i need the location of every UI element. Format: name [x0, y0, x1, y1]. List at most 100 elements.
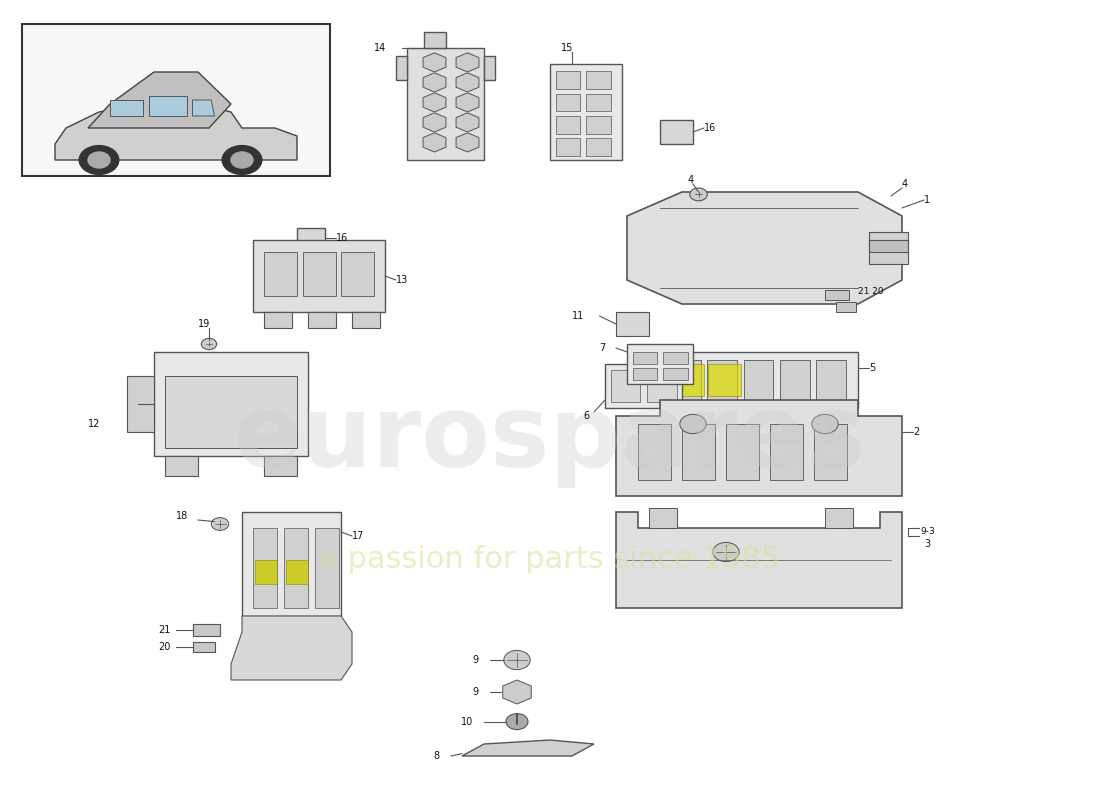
Text: eurospares: eurospares: [234, 391, 866, 489]
Bar: [264, 456, 297, 476]
Text: 11: 11: [572, 311, 584, 321]
Bar: [632, 368, 657, 380]
Bar: [424, 32, 446, 48]
Bar: [825, 290, 849, 300]
Bar: [647, 370, 676, 402]
Bar: [708, 364, 741, 396]
Text: 15: 15: [561, 43, 573, 53]
Text: 7: 7: [600, 343, 606, 353]
Circle shape: [211, 518, 229, 530]
Circle shape: [812, 414, 838, 434]
Bar: [660, 120, 693, 144]
Text: 8: 8: [433, 751, 440, 761]
Bar: [407, 48, 484, 160]
Bar: [638, 424, 671, 480]
Text: 6: 6: [583, 411, 590, 421]
Polygon shape: [110, 100, 143, 116]
Polygon shape: [616, 400, 902, 496]
Text: 16: 16: [704, 123, 716, 133]
Text: 10: 10: [461, 717, 473, 726]
Bar: [165, 456, 198, 476]
Bar: [556, 71, 580, 89]
Bar: [627, 344, 693, 384]
Circle shape: [690, 188, 707, 201]
Text: 4: 4: [688, 175, 694, 185]
Polygon shape: [55, 104, 297, 160]
Bar: [286, 560, 308, 584]
Text: 18: 18: [176, 511, 188, 521]
Bar: [165, 376, 297, 448]
Text: 12: 12: [88, 419, 100, 429]
Text: 1: 1: [924, 195, 931, 205]
Bar: [586, 71, 611, 89]
Bar: [556, 138, 580, 156]
Bar: [869, 232, 907, 264]
Bar: [780, 360, 810, 400]
Polygon shape: [462, 740, 594, 756]
Circle shape: [680, 414, 706, 434]
Circle shape: [231, 152, 253, 168]
Bar: [836, 302, 856, 312]
Text: 2: 2: [913, 427, 920, 437]
Text: 16: 16: [336, 234, 348, 243]
Bar: [484, 56, 495, 80]
Circle shape: [713, 542, 739, 562]
Bar: [726, 424, 759, 480]
Text: 5: 5: [869, 363, 876, 373]
Polygon shape: [88, 72, 231, 128]
Bar: [610, 370, 640, 402]
Text: 9: 9: [472, 687, 478, 697]
Bar: [154, 352, 308, 456]
Bar: [660, 352, 858, 408]
Bar: [242, 512, 341, 616]
Text: 17: 17: [352, 531, 364, 541]
Bar: [302, 252, 336, 296]
Text: 13: 13: [396, 275, 408, 285]
Bar: [770, 424, 803, 480]
Bar: [315, 528, 339, 608]
Polygon shape: [231, 616, 352, 680]
Bar: [253, 528, 277, 608]
Bar: [556, 116, 580, 134]
Bar: [586, 94, 611, 111]
Text: a passion for parts since 1985: a passion for parts since 1985: [319, 546, 781, 574]
Bar: [253, 240, 385, 312]
Bar: [825, 508, 852, 528]
Bar: [663, 352, 688, 364]
Text: 9-3: 9-3: [921, 527, 935, 537]
Circle shape: [506, 714, 528, 730]
Bar: [671, 360, 701, 400]
Bar: [255, 560, 277, 584]
Bar: [284, 528, 308, 608]
Bar: [297, 228, 324, 248]
Bar: [192, 642, 215, 652]
Polygon shape: [616, 512, 902, 608]
Circle shape: [79, 146, 119, 174]
Bar: [192, 624, 220, 636]
Bar: [663, 368, 688, 380]
Bar: [816, 360, 846, 400]
Polygon shape: [148, 96, 187, 116]
Bar: [586, 116, 611, 134]
Text: 14: 14: [374, 43, 386, 53]
Text: 9: 9: [472, 655, 478, 665]
Bar: [649, 508, 676, 528]
Bar: [682, 424, 715, 480]
Text: 21: 21: [158, 626, 170, 635]
Bar: [869, 240, 907, 252]
Text: 19: 19: [198, 319, 210, 329]
Bar: [671, 364, 704, 396]
FancyBboxPatch shape: [22, 24, 330, 176]
Bar: [586, 138, 611, 156]
Bar: [744, 360, 773, 400]
Text: 3: 3: [924, 539, 931, 549]
Bar: [616, 312, 649, 336]
Text: 20: 20: [158, 642, 170, 652]
Bar: [396, 56, 407, 80]
Circle shape: [88, 152, 110, 168]
Bar: [126, 376, 154, 432]
Bar: [308, 312, 336, 328]
Text: 21 20: 21 20: [858, 287, 883, 297]
Bar: [605, 364, 682, 408]
Bar: [556, 94, 580, 111]
